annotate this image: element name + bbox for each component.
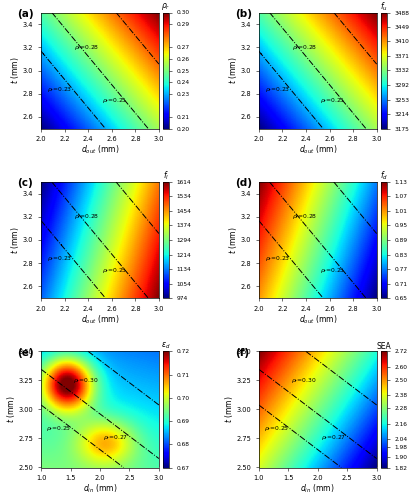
Text: (e): (e) xyxy=(18,348,34,358)
Y-axis label: $t$ (mm): $t$ (mm) xyxy=(9,56,21,84)
Text: $\rho_r$=0.28: $\rho_r$=0.28 xyxy=(292,43,317,52)
Y-axis label: $t$ (mm): $t$ (mm) xyxy=(5,396,17,423)
Text: $\rho_r$=0.30: $\rho_r$=0.30 xyxy=(74,376,99,385)
Text: (f): (f) xyxy=(235,348,249,358)
Text: (b): (b) xyxy=(235,9,252,19)
Text: $\rho_r$=0.27: $\rho_r$=0.27 xyxy=(321,433,346,442)
Text: (a): (a) xyxy=(18,9,34,19)
Title: $f_u$: $f_u$ xyxy=(380,0,388,12)
Text: $\rho_r$=0.25: $\rho_r$=0.25 xyxy=(320,266,345,274)
X-axis label: $d_{out}$ (mm): $d_{out}$ (mm) xyxy=(298,313,337,326)
Text: $\rho_r$=0.28: $\rho_r$=0.28 xyxy=(74,43,99,52)
X-axis label: $d_{out}$ (mm): $d_{out}$ (mm) xyxy=(298,144,337,156)
Title: $f_l$: $f_l$ xyxy=(163,170,169,182)
Y-axis label: $t$ (mm): $t$ (mm) xyxy=(223,396,235,423)
Text: $\rho_r$=0.23: $\rho_r$=0.23 xyxy=(47,254,72,263)
Text: (d): (d) xyxy=(235,178,252,188)
Text: $\rho_r$=0.23: $\rho_r$=0.23 xyxy=(47,84,72,94)
Title: $\varepsilon_d$: $\varepsilon_d$ xyxy=(161,341,171,351)
Y-axis label: $t$ (mm): $t$ (mm) xyxy=(227,56,239,84)
Text: $\rho_r$=0.25: $\rho_r$=0.25 xyxy=(102,266,127,274)
Text: $\rho_r$=0.25: $\rho_r$=0.25 xyxy=(102,96,127,105)
Text: (c): (c) xyxy=(18,178,33,188)
Title: $\rho_r$: $\rho_r$ xyxy=(161,2,171,13)
Title: SEA: SEA xyxy=(376,342,391,350)
Text: $\rho_r$=0.28: $\rho_r$=0.28 xyxy=(292,212,317,222)
Text: $\rho_r$=0.25: $\rho_r$=0.25 xyxy=(320,96,345,105)
X-axis label: $d_{out}$ (mm): $d_{out}$ (mm) xyxy=(81,144,119,156)
Y-axis label: $t$ (mm): $t$ (mm) xyxy=(227,226,239,254)
Text: $\rho_r$=0.23: $\rho_r$=0.23 xyxy=(265,84,290,94)
Text: $\rho_r$=0.25: $\rho_r$=0.25 xyxy=(263,424,289,432)
Y-axis label: $t$ (mm): $t$ (mm) xyxy=(9,226,21,254)
Text: $\rho_r$=0.25: $\rho_r$=0.25 xyxy=(46,424,71,432)
Title: $f_d$: $f_d$ xyxy=(380,170,388,182)
Text: $\rho_r$=0.30: $\rho_r$=0.30 xyxy=(291,376,317,385)
Text: $\rho_r$=0.23: $\rho_r$=0.23 xyxy=(265,254,290,263)
X-axis label: $d_{in}$ (mm): $d_{in}$ (mm) xyxy=(83,482,117,495)
X-axis label: $d_{out}$ (mm): $d_{out}$ (mm) xyxy=(81,313,119,326)
Text: $\rho_r$=0.28: $\rho_r$=0.28 xyxy=(74,212,99,222)
X-axis label: $d_{in}$ (mm): $d_{in}$ (mm) xyxy=(300,482,335,495)
Text: $\rho_r$=0.27: $\rho_r$=0.27 xyxy=(103,433,128,442)
